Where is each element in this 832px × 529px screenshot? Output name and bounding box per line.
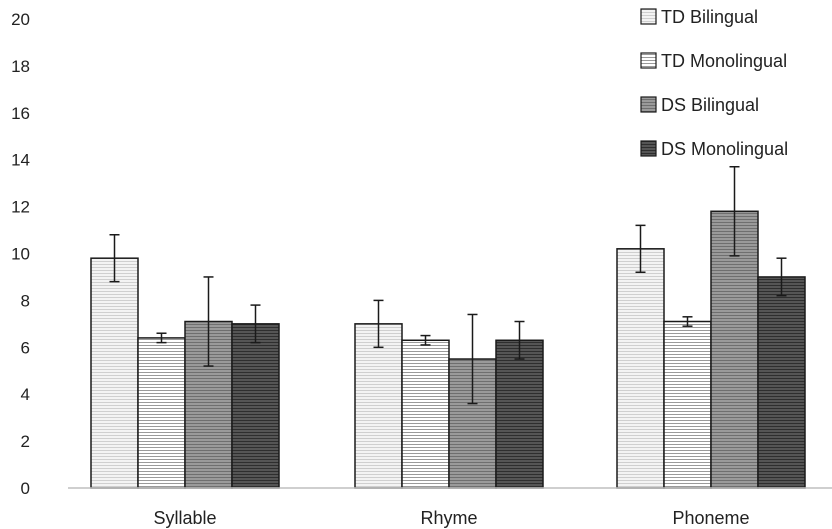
legend-label: DS Bilingual xyxy=(661,95,759,115)
legend: TD Bilingual TD Monolingual DS Bilingual DS… xyxy=(640,7,788,159)
x-axis-labels: Syllable Rhyme Phoneme xyxy=(153,508,749,528)
legend-swatch xyxy=(640,52,657,69)
error-bar xyxy=(729,165,740,257)
y-tick-label: 8 xyxy=(21,291,30,310)
y-tick-label: 10 xyxy=(11,245,30,264)
legend-label: TD Monolingual xyxy=(661,51,787,71)
y-tick-label: 6 xyxy=(21,338,30,357)
legend-item: DS Bilingual xyxy=(640,95,759,115)
legend-item: TD Monolingual xyxy=(640,51,787,71)
error-bar xyxy=(203,276,214,367)
error-bar xyxy=(250,304,261,344)
error-bar xyxy=(776,257,787,297)
y-tick-label: 20 xyxy=(11,10,30,29)
bars xyxy=(90,210,806,489)
error-bar xyxy=(420,334,431,346)
legend-item: DS Monolingual xyxy=(640,139,788,159)
y-tick-label: 4 xyxy=(21,385,30,404)
bar-td-monolingual-syllable xyxy=(137,337,186,489)
y-tick-label: 14 xyxy=(11,151,30,170)
error-bar xyxy=(156,332,167,344)
category-label: Syllable xyxy=(153,508,216,528)
bar-ds-monolingual-phoneme xyxy=(757,276,806,489)
bar-ds-monolingual-rhyme xyxy=(495,339,544,489)
error-bar xyxy=(514,320,525,360)
legend-swatch xyxy=(640,96,657,113)
y-tick-label: 0 xyxy=(21,479,30,498)
legend-item: TD Bilingual xyxy=(640,7,758,27)
bar-td-bilingual-rhyme xyxy=(354,323,403,489)
legend-label: DS Monolingual xyxy=(661,139,788,159)
legend-swatch xyxy=(640,140,657,157)
y-tick-label: 12 xyxy=(11,198,30,217)
bar-td-bilingual-phoneme xyxy=(616,248,665,489)
y-tick-label: 2 xyxy=(21,432,30,451)
bar-td-monolingual-phoneme xyxy=(663,320,712,489)
error-bar xyxy=(109,233,120,283)
category-label: Rhyme xyxy=(420,508,477,528)
legend-label: TD Bilingual xyxy=(661,7,758,27)
bar-ds-monolingual-syllable xyxy=(231,323,280,489)
error-bar xyxy=(373,299,384,349)
y-tick-label: 18 xyxy=(11,57,30,76)
y-axis: 0 2 4 6 8 10 12 14 16 18 20 xyxy=(11,10,30,498)
bar-td-bilingual-syllable xyxy=(90,257,139,489)
y-tick-label: 16 xyxy=(11,104,30,123)
bar-td-monolingual-rhyme xyxy=(401,339,450,489)
error-bars xyxy=(109,165,787,405)
error-bar xyxy=(635,224,646,274)
legend-swatch xyxy=(640,8,657,25)
error-bar xyxy=(682,316,693,327)
error-bar xyxy=(467,313,478,405)
category-label: Phoneme xyxy=(672,508,749,528)
